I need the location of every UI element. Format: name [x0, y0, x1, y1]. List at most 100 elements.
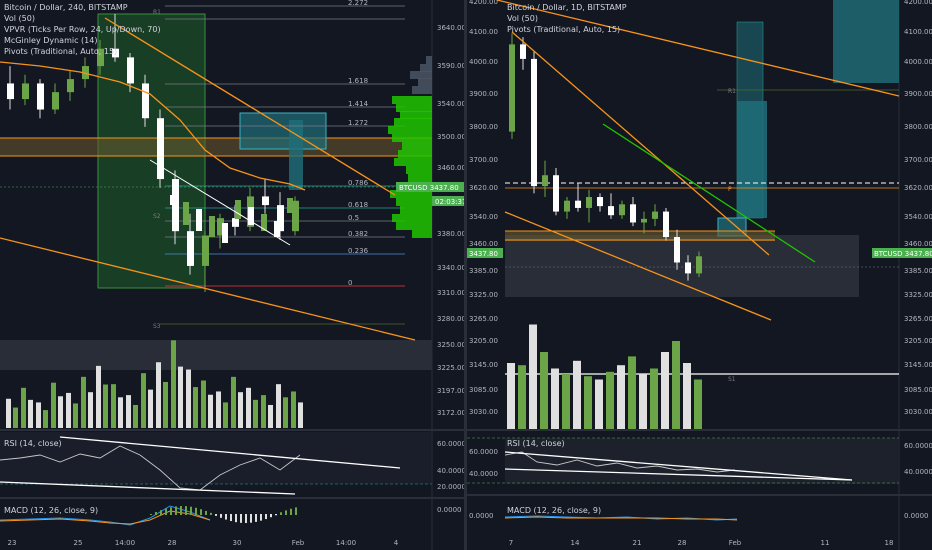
left-macd-hist: [170, 507, 172, 515]
right-candle-body: [575, 200, 581, 208]
right-legend: Bitcoin / Dollar, 1D, BITSTAMP Vol (50) …: [507, 2, 627, 35]
right-entry-box: [737, 101, 767, 218]
left-candle-body: [248, 207, 254, 225]
right-price-tick: 3900.00: [904, 90, 932, 98]
left-volume-bar: [298, 402, 303, 428]
right-indicator-pivots[interactable]: Pivots (Traditional, Auto, 15): [507, 25, 621, 34]
left-macd-tick: 0.0000: [437, 506, 462, 514]
left-rsi-trendline: [0, 481, 296, 495]
left-volume-bar: [246, 387, 251, 428]
right-left-price-tick: 3145.00: [469, 361, 498, 369]
right-chart[interactable]: R1 P S1 4200.00 4100.00 4000.00 3900.00 3800.00…: [467, 0, 932, 550]
left-chart[interactable]: 2.272 1.618 1.414 1.272 0.786 0.618 0.5 0.382 0.…: [0, 0, 464, 550]
right-left-price-tick: 4000.00: [469, 58, 498, 66]
right-left-price-tick: 3700.00: [469, 156, 498, 164]
left-time-tick: Feb: [292, 539, 305, 547]
left-trendline: [0, 237, 416, 341]
left-macd-hist: [240, 514, 242, 523]
right-rsi-trendline: [504, 451, 853, 481]
left-candle-body: [261, 214, 267, 231]
left-volume-bar: [208, 394, 213, 428]
left-candle-body: [235, 200, 241, 219]
left-fib-label: 1.414: [348, 100, 369, 108]
left-volume-bar: [73, 403, 78, 428]
left-macd-label[interactable]: MACD (12, 26, close, 9): [4, 506, 99, 515]
left-volume-bar: [141, 373, 146, 428]
right-volume-bar: [540, 352, 548, 429]
right-candle-body: [564, 200, 570, 212]
left-volume-bar: [291, 391, 296, 428]
left-volume-bar: [126, 395, 131, 428]
right-volume-bar: [518, 365, 526, 429]
left-vpvr-bar: [388, 126, 432, 134]
left-volume-bar: [276, 384, 281, 428]
left-macd-hist: [155, 512, 157, 515]
left-macd-hist: [230, 514, 232, 522]
left-indicator-mcginley[interactable]: McGinley Dynamic (14): [4, 36, 98, 45]
left-volume-bar: [163, 381, 168, 428]
right-volume-bar: [639, 374, 647, 429]
right-indicator-vol[interactable]: Vol (50): [507, 14, 538, 23]
left-indicator-vol[interactable]: Vol (50): [4, 14, 35, 23]
right-price-tag-label: BTCUSD 3437.80: [874, 250, 932, 258]
right-rsi-tick: 60.0000: [904, 442, 932, 450]
left-price-tick: 3640.00: [437, 24, 464, 32]
left-macd-hist: [290, 508, 292, 515]
left-vpvr-bar: [426, 56, 432, 64]
right-title[interactable]: Bitcoin / Dollar, 1D, BITSTAMP: [507, 3, 627, 12]
left-indicator-pivots[interactable]: Pivots (Traditional, Auto, 15): [4, 47, 118, 56]
left-macd-hist: [150, 514, 152, 515]
left-candle-body: [183, 202, 189, 225]
left-vpvr-bar: [394, 158, 432, 166]
left-vpvr-bar: [396, 198, 432, 206]
left-fib-label: 0.618: [348, 201, 368, 209]
left-macd-hist: [200, 509, 202, 515]
right-green-trendline: [602, 123, 816, 263]
left-volume-bar: [66, 392, 71, 428]
left-rsi-tick: 20.0000: [437, 483, 464, 491]
left-candle-body: [202, 235, 209, 266]
left-volume-bar: [81, 376, 86, 428]
right-rsi-line: [504, 451, 736, 473]
right-candle-body: [696, 256, 702, 274]
left-vpvr-bar: [420, 64, 432, 72]
left-candle-body: [292, 200, 299, 232]
left-volume-bar: [148, 389, 153, 428]
left-rsi-label[interactable]: RSI (14, close): [4, 439, 62, 448]
left-candle-body: [170, 195, 176, 205]
left-volume-bar: [88, 392, 93, 428]
left-price-tag-label: BTCUSD 3437.80: [399, 184, 459, 192]
left-macd-hist: [260, 514, 262, 521]
left-candle-body: [277, 205, 284, 232]
panel-divider[interactable]: [464, 0, 467, 550]
left-pivot-label: S2: [153, 213, 161, 220]
left-volume-bar: [201, 380, 206, 428]
left-time-tick: 14:00: [336, 539, 356, 547]
right-trendline: [504, 211, 772, 321]
left-vpvr-bar: [412, 230, 432, 238]
left-vpvr-bar: [392, 134, 432, 142]
right-candle-body: [630, 204, 636, 223]
left-vpvr-bar: [406, 166, 432, 174]
right-volume-bar: [694, 379, 702, 429]
right-time-tick: 18: [885, 539, 894, 547]
left-vpvr-bar: [392, 96, 432, 104]
left-time-tick: 28: [168, 539, 177, 547]
right-left-price-tick: 3460.00: [469, 240, 498, 248]
right-left-rsi-tick: 40.0000: [469, 470, 498, 478]
left-macd-hist: [225, 514, 227, 520]
right-left-price-tick: 3030.00: [469, 408, 498, 416]
right-left-macd-tick: 0.0000: [469, 512, 494, 520]
left-rsi-line: [0, 445, 301, 491]
right-macd-label[interactable]: MACD (12, 26, close, 9): [507, 506, 602, 515]
left-indicator-vpvr[interactable]: VPVR (Ticks Per Row, 24, Up/Down, 70): [4, 25, 161, 34]
left-candle-body: [217, 218, 224, 236]
right-candle-body: [619, 204, 625, 216]
right-candle-body: [608, 206, 614, 216]
right-rsi-label[interactable]: RSI (14, close): [507, 439, 565, 448]
left-fib-label: 1.272: [348, 119, 368, 127]
right-left-price-tick: 3540.00: [469, 213, 498, 221]
left-volume-bar: [103, 384, 108, 428]
left-fib-label: 0: [348, 279, 352, 287]
left-title[interactable]: Bitcoin / Dollar, 240, BITSTAMP: [4, 3, 128, 12]
